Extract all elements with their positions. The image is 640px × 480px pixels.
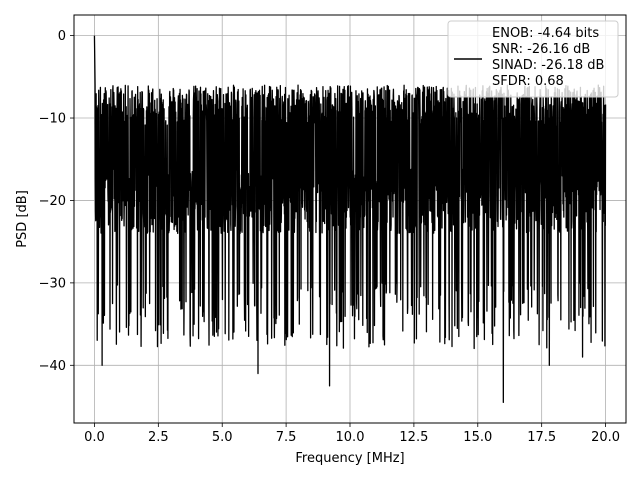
x-tick-label: 17.5 [527,430,556,445]
x-tick-label: 5.0 [212,430,233,445]
legend-enob: ENOB: -4.64 bits [492,26,599,41]
y-tick-label: −10 [39,112,66,127]
legend-box [447,20,619,98]
x-tick-label: 15.0 [463,430,492,445]
x-axis-ticks: 0.0 2.5 5.0 7.5 10.0 12.5 15.0 17.5 20.0 [84,423,620,445]
legend: ENOB: -4.64 bits SNR: -26.16 dB SINAD: -… [447,20,619,98]
legend-sinad: SINAD: -26.18 dB [492,58,604,73]
y-axis-label: PSD [dB] [15,190,30,248]
y-tick-label: 0 [58,29,66,44]
x-axis-label: Frequency [MHz] [295,451,404,466]
x-tick-label: 12.5 [399,430,428,445]
y-tick-label: −20 [39,194,66,209]
x-tick-label: 20.0 [591,430,620,445]
x-tick-label: 7.5 [276,430,297,445]
x-tick-label: 0.0 [84,430,105,445]
plot-area [93,35,607,404]
x-tick-label: 2.5 [148,430,169,445]
y-tick-label: −30 [39,276,66,291]
x-tick-label: 10.0 [336,430,365,445]
legend-sfdr: SFDR: 0.68 [492,74,564,89]
legend-snr: SNR: -26.16 dB [492,42,590,57]
y-tick-label: −40 [39,359,66,374]
psd-series-line [93,35,607,404]
y-axis-ticks: 0 −10 −20 −30 −40 [39,29,74,374]
